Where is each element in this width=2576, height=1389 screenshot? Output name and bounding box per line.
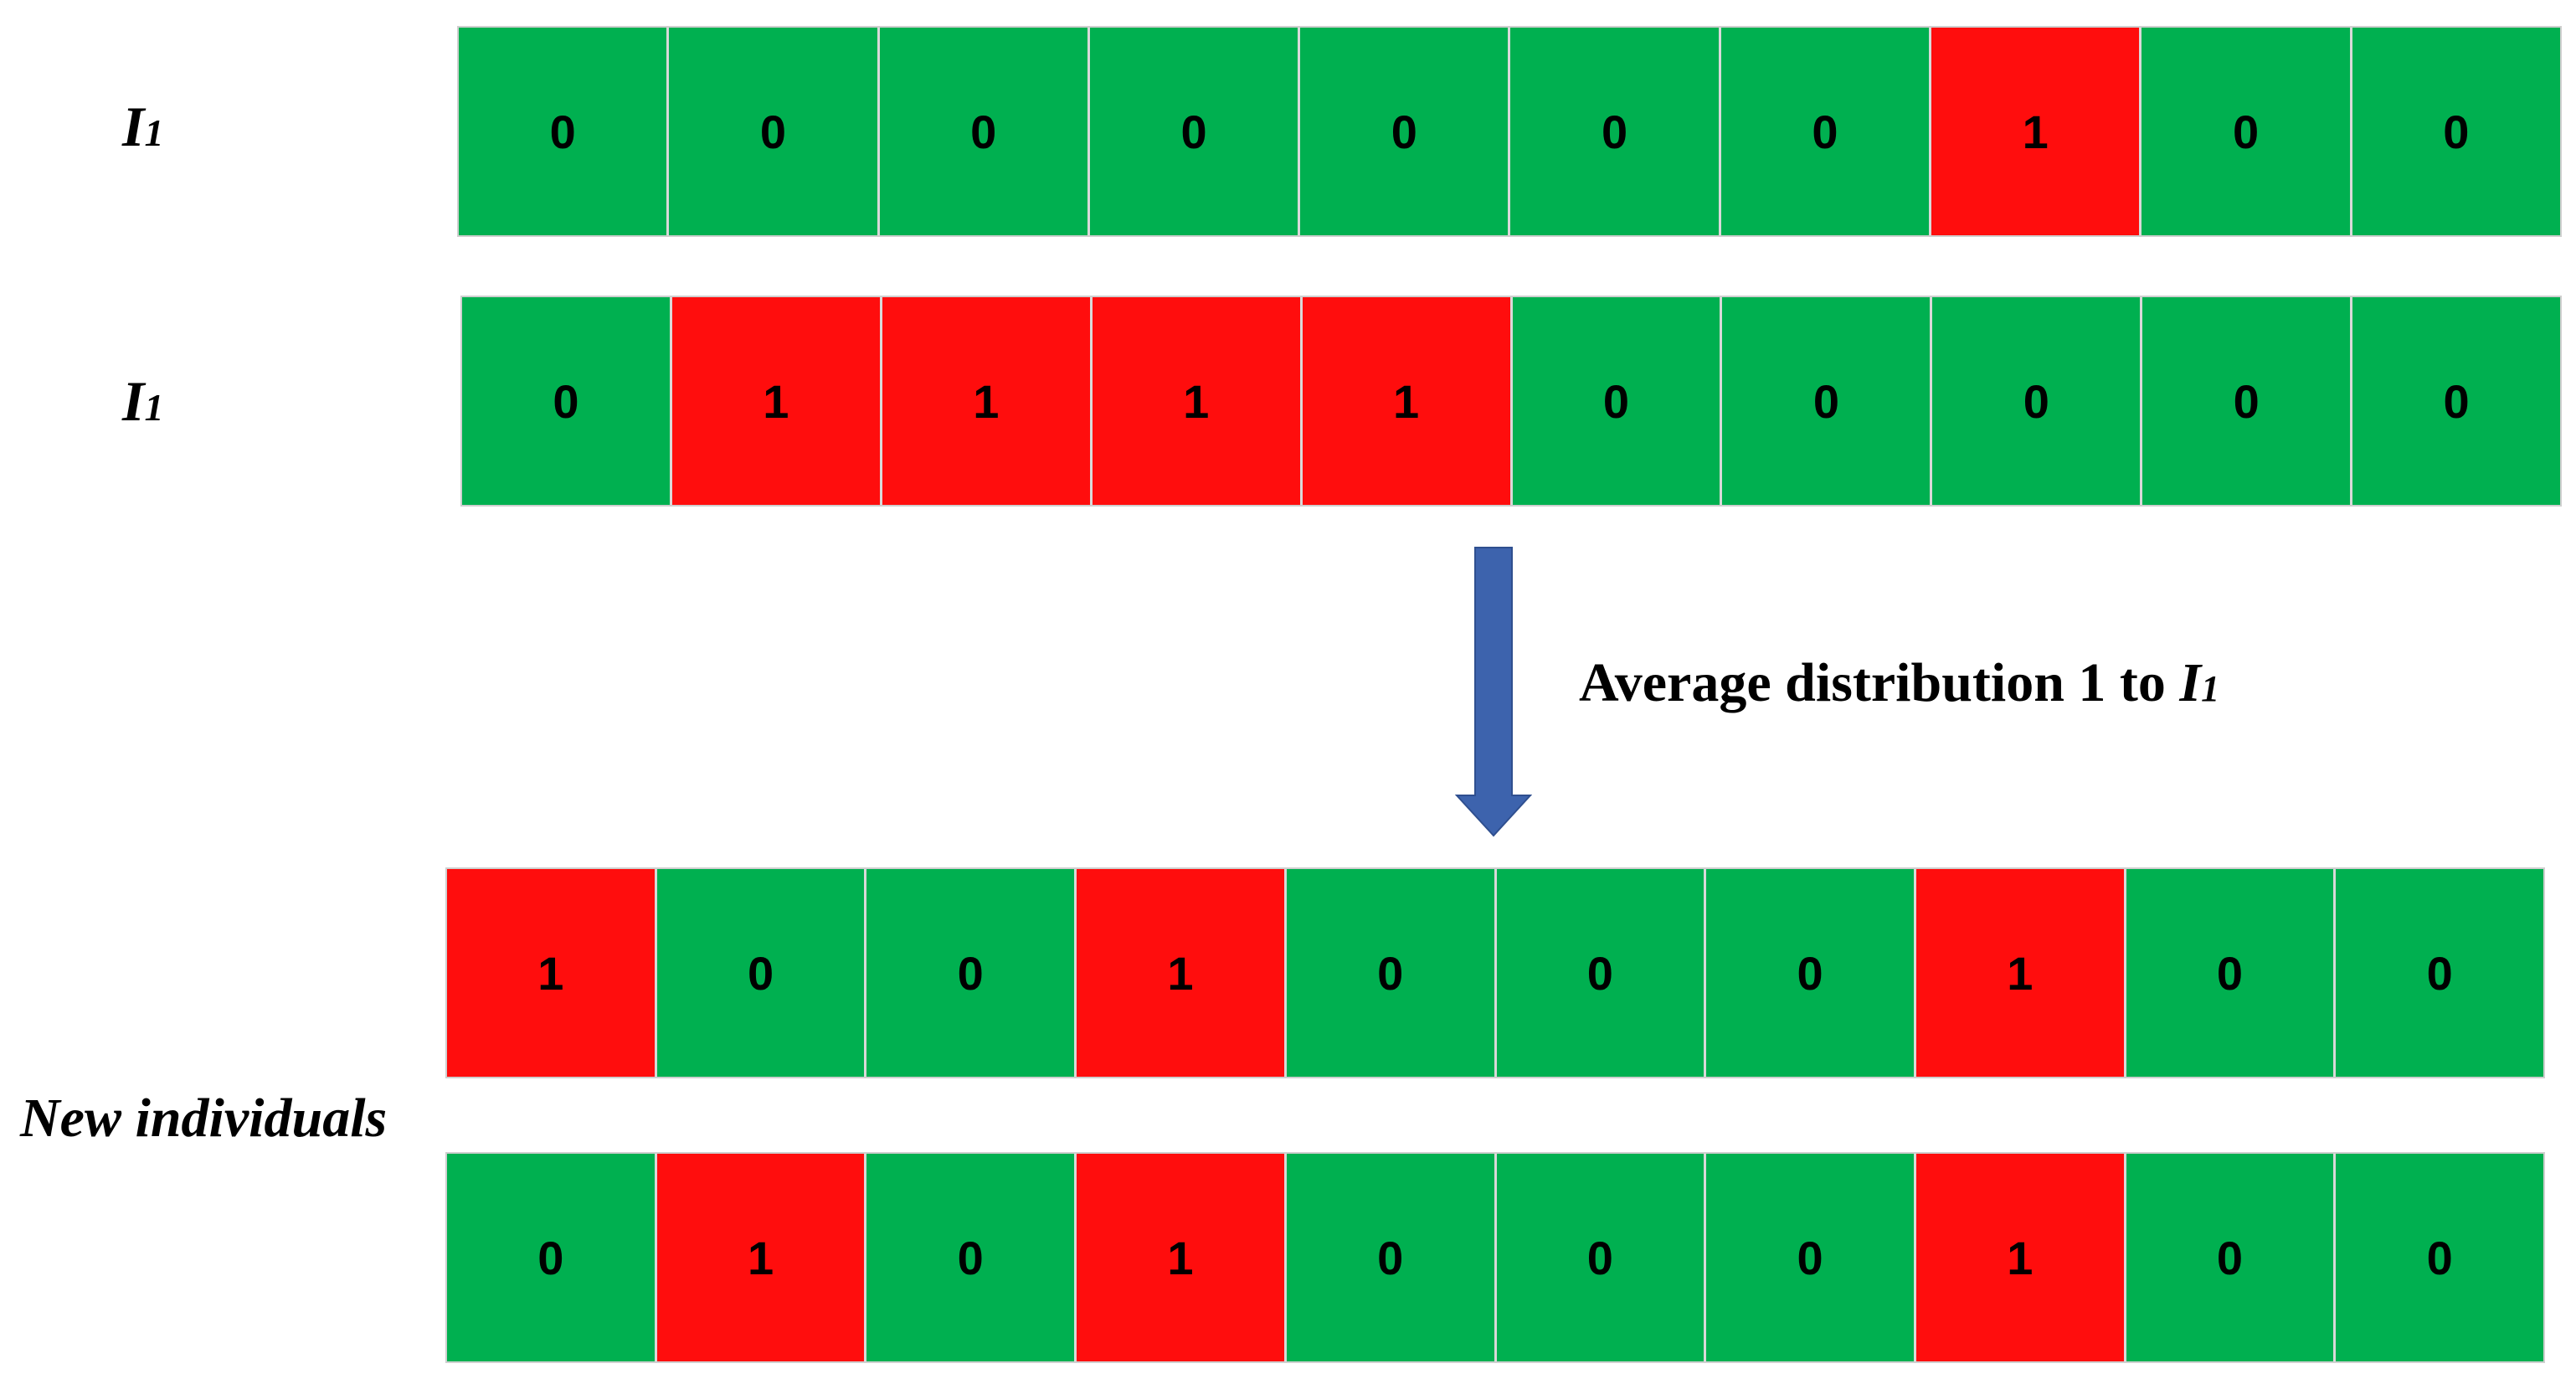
- individual-1-strip: 0 0 0 0 0 0 0 1 0 0: [457, 26, 2562, 237]
- individual-2-letter: I: [122, 369, 145, 433]
- individual-2-strip: 0 1 1 1 1 0 0 0 0 0: [460, 296, 2562, 507]
- gene-cell: 0: [866, 869, 1077, 1077]
- gene-cell: 0: [2352, 297, 2561, 505]
- down-arrow-icon: [1455, 547, 1532, 837]
- new-individuals-label: New individuals: [20, 1088, 388, 1149]
- gene-cell: 0: [669, 28, 880, 235]
- gene-cell: 1: [1915, 1154, 2126, 1361]
- gene-cell: 0: [1089, 28, 1301, 235]
- gene-cell: 0: [1706, 1154, 1916, 1361]
- gene-cell: 1: [1302, 297, 1513, 505]
- step-target-subscript: 1: [2201, 668, 2220, 709]
- gene-cell: 0: [1496, 1154, 1707, 1361]
- gene-cell: 0: [2336, 869, 2544, 1077]
- gene-cell: 1: [1077, 869, 1287, 1077]
- individual-2-label: I1: [122, 368, 163, 435]
- gene-cell: 0: [1720, 28, 1932, 235]
- gene-cell: 0: [462, 297, 672, 505]
- step-description-target: I1: [2179, 652, 2219, 713]
- gene-cell: 0: [1300, 28, 1511, 235]
- gene-cell: 0: [1706, 869, 1916, 1077]
- gene-cell: 0: [1496, 869, 1707, 1077]
- gene-cell: 0: [2142, 297, 2353, 505]
- gene-cell: 1: [882, 297, 1093, 505]
- gene-cell: 1: [447, 869, 657, 1077]
- gene-cell: 0: [2336, 1154, 2544, 1361]
- individual-1-label: I1: [122, 94, 163, 160]
- gene-cell: 0: [2142, 28, 2352, 235]
- gene-cell: 0: [1932, 297, 2143, 505]
- gene-cell: 0: [1286, 869, 1497, 1077]
- gene-cell: 1: [671, 297, 882, 505]
- gene-cell: 0: [2126, 869, 2337, 1077]
- gene-cell: 0: [1286, 1154, 1497, 1361]
- gene-cell: 0: [1510, 28, 1721, 235]
- gene-cell: 0: [656, 869, 867, 1077]
- gene-cell: 0: [1512, 297, 1723, 505]
- gene-cell: 0: [447, 1154, 657, 1361]
- new-individual-2-strip: 0 1 0 1 0 0 0 1 0 0: [445, 1152, 2545, 1363]
- down-arrow-shape: [1455, 547, 1532, 837]
- gene-cell: 0: [879, 28, 1090, 235]
- gene-cell: 0: [866, 1154, 1077, 1361]
- step-description: Average distribution 1 to I1: [1579, 651, 2219, 715]
- gene-cell: 0: [459, 28, 670, 235]
- individual-1-subscript: 1: [144, 111, 164, 154]
- step-target-letter: I: [2179, 652, 2202, 713]
- gene-cell: 0: [1722, 297, 1933, 505]
- gene-cell: 1: [1092, 297, 1303, 505]
- gene-cell: 1: [1915, 869, 2126, 1077]
- gene-cell: 1: [656, 1154, 867, 1361]
- gene-cell: 1: [1077, 1154, 1287, 1361]
- individual-1-letter: I: [122, 95, 145, 158]
- individual-2-subscript: 1: [144, 386, 164, 429]
- new-individual-1-strip: 1 0 0 1 0 0 0 1 0 0: [445, 867, 2545, 1078]
- step-description-text: Average distribution 1 to: [1579, 652, 2180, 713]
- gene-cell: 0: [2126, 1154, 2337, 1361]
- gene-cell: 1: [1931, 28, 2142, 235]
- gene-cell: 0: [2352, 28, 2560, 235]
